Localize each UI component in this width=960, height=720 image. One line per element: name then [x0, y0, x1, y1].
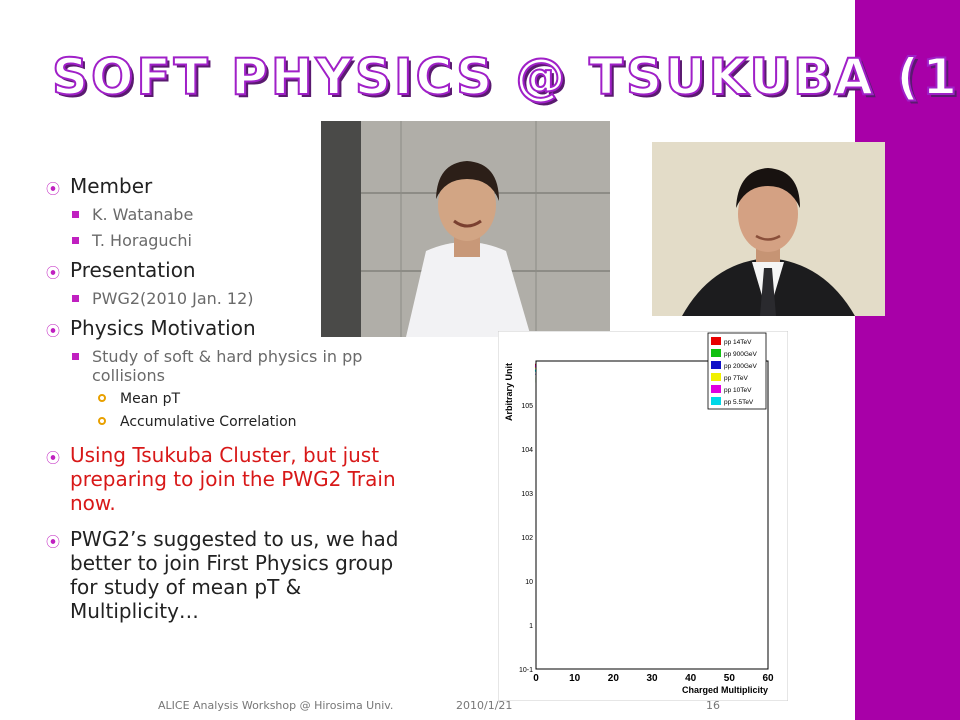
- x-tick-label: 10: [569, 673, 581, 684]
- bullet-marker-icon: ⦿: [46, 182, 60, 198]
- legend-label: pp 900GeV: [724, 351, 758, 358]
- y-tick-label: 104: [521, 447, 533, 454]
- y-axis-label: Arbitrary Unit: [504, 363, 514, 421]
- circle-bullet-icon: [98, 394, 106, 402]
- legend-swatch: [711, 349, 721, 357]
- sub-sub-bullet-correlation: Accumulative Correlation: [46, 413, 406, 431]
- bullet-marker-icon: ⦿: [46, 451, 60, 467]
- y-tick-label: 102: [521, 535, 533, 542]
- bullet-member: ⦿ Member: [46, 174, 406, 198]
- bullet-text: Using Tsukuba Cluster, but just preparin…: [70, 443, 396, 515]
- y-tick-label: 1: [529, 623, 533, 630]
- legend-swatch: [711, 373, 721, 381]
- sub-bullet-pwg2: PWG2(2010 Jan. 12): [46, 289, 406, 308]
- bullet-marker-icon: ⦿: [46, 535, 60, 551]
- legend-swatch: [711, 385, 721, 393]
- bullet-pwg2-suggestion: ⦿ PWG2’s suggested to us, we had better …: [46, 527, 406, 623]
- circle-bullet-icon: [98, 417, 106, 425]
- y-tick-label: 10-1: [519, 667, 533, 674]
- footer-page-number: 16: [706, 699, 720, 712]
- legend-swatch: [711, 361, 721, 369]
- square-bullet-icon: [72, 211, 79, 218]
- legend-label: pp 5.5TeV: [724, 399, 754, 406]
- legend-label: pp 10TeV: [724, 387, 752, 394]
- bullet-marker-icon: ⦿: [46, 266, 60, 282]
- bullet-tsukuba-cluster: ⦿ Using Tsukuba Cluster, but just prepar…: [46, 443, 406, 515]
- sub-bullet-watanabe: K. Watanabe: [46, 205, 406, 224]
- legend-label: pp 7TeV: [724, 375, 749, 382]
- y-tick-label: 10: [525, 579, 533, 586]
- bullet-marker-icon: ⦿: [46, 324, 60, 340]
- sub-bullet-text: Study of soft & hard physics in pp colli…: [92, 347, 363, 385]
- square-bullet-icon: [72, 237, 79, 244]
- legend-swatch: [711, 397, 721, 405]
- bullet-list: ⦿ Member K. Watanabe T. Horaguchi ⦿ Pres…: [46, 166, 406, 623]
- photo-k-watanabe: [321, 121, 610, 337]
- square-bullet-icon: [72, 353, 79, 360]
- multiplicity-chart: 0 10 20 30 40 50 60 10-1 1 10 102 103 104 105 Charged …: [497, 330, 789, 702]
- sub-bullet-text: T. Horaguchi: [92, 231, 192, 250]
- bullet-text: Member: [70, 174, 153, 198]
- y-tick-label: 103: [521, 491, 533, 498]
- x-axis-label: Charged Multiplicity: [682, 685, 768, 695]
- x-tick-label: 50: [724, 673, 736, 684]
- bullet-presentation: ⦿ Presentation: [46, 258, 406, 282]
- accent-side-band: [855, 0, 960, 720]
- photo-t-horaguchi: [652, 142, 885, 316]
- plot-frame: [535, 360, 769, 670]
- sub-bullet-text: K. Watanabe: [92, 205, 194, 224]
- sub-bullet-text: PWG2(2010 Jan. 12): [92, 289, 254, 308]
- legend-swatch: [711, 337, 721, 345]
- multiplicity-chart-svg: 0 10 20 30 40 50 60 10-1 1 10 102 103 104 105 Charged …: [497, 330, 789, 702]
- legend-label: pp 200GeV: [724, 363, 758, 370]
- x-tick-label: 60: [762, 673, 774, 684]
- x-tick-label: 0: [533, 673, 539, 684]
- x-tick-label: 30: [646, 673, 658, 684]
- sub-sub-bullet-mean-pt: Mean pT: [46, 390, 406, 408]
- x-tick-label: 20: [608, 673, 620, 684]
- sub-bullet-horaguchi: T. Horaguchi: [46, 231, 406, 250]
- footer-event: ALICE Analysis Workshop @ Hirosima Univ.: [158, 699, 394, 712]
- sub-sub-bullet-text: Mean pT: [120, 391, 181, 407]
- sub-sub-bullet-text: Accumulative Correlation: [120, 414, 297, 430]
- bullet-text: Presentation: [70, 258, 196, 282]
- y-tick-label: 105: [521, 403, 533, 410]
- legend-label: pp 14TeV: [724, 339, 752, 346]
- x-tick-label: 40: [685, 673, 697, 684]
- bullet-physics-motivation: ⦿ Physics Motivation: [46, 316, 406, 340]
- bullet-text: PWG2’s suggested to us, we had better to…: [70, 527, 399, 623]
- footer-date: 2010/1/21: [456, 699, 513, 712]
- bullet-text: Physics Motivation: [70, 316, 256, 340]
- legend-box: [707, 332, 767, 410]
- slide-title: Soft Physics @ Tsukuba (1): [51, 47, 960, 107]
- sub-bullet-study: Study of soft & hard physics in pp colli…: [46, 347, 406, 385]
- square-bullet-icon: [72, 295, 79, 302]
